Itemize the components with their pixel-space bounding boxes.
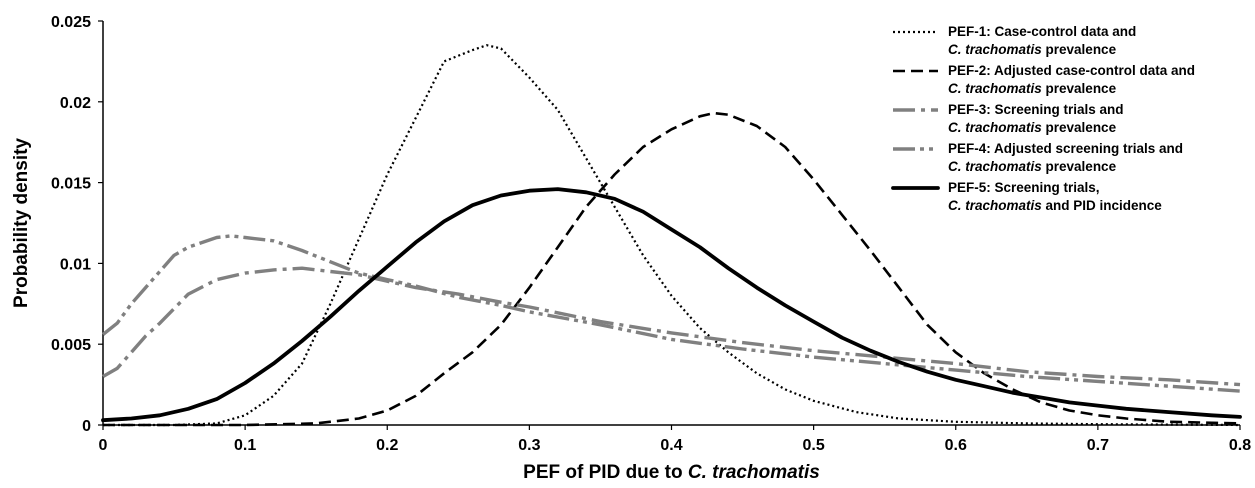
x-axis-title-main: PEF of PID due to	[523, 462, 688, 483]
legend-text-segment: PEF-2: Adjusted case-control data and	[948, 63, 1195, 78]
legend-text-segment: PEF-4: Adjusted screening trials and	[948, 141, 1183, 156]
legend-label-pef-3: C. trachomatis prevalence	[948, 120, 1117, 135]
x-tick-label: 0.5	[803, 437, 825, 454]
legend-text-segment: C. trachomatis	[948, 81, 1042, 96]
series-line-pef-4	[101, 234, 1241, 393]
legend-text-segment: prevalence	[1042, 159, 1117, 174]
series-line-pef-3	[102, 266, 1241, 387]
legend-text-segment: PEF-5: Screening trials,	[948, 180, 1100, 195]
legend-label-pef-4: PEF-4: Adjusted screening trials and	[948, 141, 1183, 156]
legend-label-pef-1: C. trachomatis prevalence	[948, 42, 1117, 57]
legend-label-pef-3: PEF-3: Screening trials and	[948, 102, 1124, 117]
legend-text-segment: C. trachomatis	[948, 159, 1042, 174]
series-group	[101, 44, 1242, 427]
x-tick-label: 0.2	[376, 437, 398, 454]
legend-label-pef-2: C. trachomatis prevalence	[948, 81, 1117, 96]
x-tick-label: 0.4	[660, 437, 682, 454]
y-tick-label: 0	[82, 418, 91, 435]
y-tick-label: 0.02	[60, 95, 91, 112]
legend-label-pef-1: PEF-1: Case-control data and	[948, 24, 1136, 39]
series-line-pef-1	[103, 44, 1241, 427]
legend-text-segment: prevalence	[1042, 81, 1117, 96]
x-tick-label: 0	[99, 437, 108, 454]
x-tick-label: 0.6	[945, 437, 967, 454]
legend-label-pef-4: C. trachomatis prevalence	[948, 159, 1117, 174]
legend-label-pef-5: C. trachomatis and PID incidence	[948, 198, 1162, 213]
x-tick-label: 0.7	[1087, 437, 1109, 454]
legend-text-segment: C. trachomatis	[948, 120, 1042, 135]
series-line-pef-5	[101, 187, 1242, 423]
legend-text-segment: and PID incidence	[1042, 198, 1163, 213]
legend-label-pef-2: PEF-2: Adjusted case-control data and	[948, 63, 1195, 78]
y-tick-label: 0.005	[51, 337, 91, 354]
x-ticks: 0 0.1 0.2 0.3 0.4 0.5 0.6 0.7 0.8	[99, 425, 1251, 454]
y-tick-label: 0.015	[51, 176, 91, 193]
legend-text-segment: prevalence	[1042, 42, 1117, 57]
legend-text-segment: PEF-3: Screening trials and	[948, 102, 1124, 117]
x-tick-label: 0.3	[518, 437, 540, 454]
x-tick-label: 0.8	[1229, 437, 1251, 454]
legend-text-segment: prevalence	[1042, 120, 1117, 135]
legend-text-segment: C. trachomatis	[948, 42, 1042, 57]
legend-label-pef-5: PEF-5: Screening trials,	[948, 180, 1100, 195]
y-axis-title: Probability density	[11, 138, 32, 308]
x-axis-title: PEF of PID due to C. trachomatis	[523, 462, 820, 483]
x-axis-title-italic: C. trachomatis	[688, 462, 820, 483]
y-ticks: 0 0.005 0.01 0.015 0.02 0.025	[51, 14, 103, 435]
y-tick-label: 0.01	[60, 256, 91, 273]
legend: PEF-1: Case-control data and C. trachomat…	[891, 24, 1195, 213]
legend-text-segment: PEF-1: Case-control data and	[948, 24, 1136, 39]
legend-text-segment: C. trachomatis	[948, 198, 1042, 213]
y-tick-label: 0.025	[51, 14, 91, 31]
x-tick-label: 0.1	[234, 437, 256, 454]
series-line-pef-2	[103, 111, 1241, 427]
